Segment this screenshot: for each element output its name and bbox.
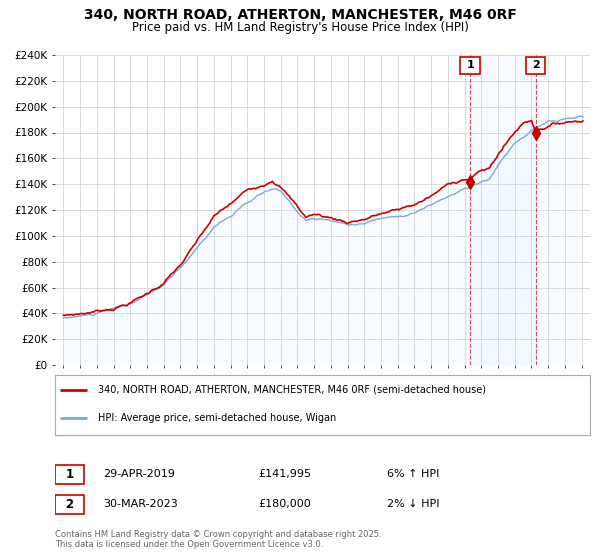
Text: 6% ↑ HPI: 6% ↑ HPI xyxy=(387,469,439,479)
Bar xyxy=(470,55,536,365)
Text: 30-MAR-2023: 30-MAR-2023 xyxy=(103,499,178,509)
Text: £180,000: £180,000 xyxy=(259,499,311,509)
Text: HPI: Average price, semi-detached house, Wigan: HPI: Average price, semi-detached house,… xyxy=(98,413,336,423)
Text: 29-APR-2019: 29-APR-2019 xyxy=(103,469,175,479)
Text: Contains HM Land Registry data © Crown copyright and database right 2025.
This d: Contains HM Land Registry data © Crown c… xyxy=(55,530,382,549)
Text: 2: 2 xyxy=(532,60,539,70)
FancyBboxPatch shape xyxy=(55,494,85,514)
Text: 340, NORTH ROAD, ATHERTON, MANCHESTER, M46 0RF: 340, NORTH ROAD, ATHERTON, MANCHESTER, M… xyxy=(83,8,517,22)
Text: 2: 2 xyxy=(65,497,74,511)
FancyBboxPatch shape xyxy=(526,57,545,73)
Text: £141,995: £141,995 xyxy=(259,469,311,479)
FancyBboxPatch shape xyxy=(460,57,480,73)
Text: 1: 1 xyxy=(466,60,474,70)
Text: Price paid vs. HM Land Registry's House Price Index (HPI): Price paid vs. HM Land Registry's House … xyxy=(131,21,469,34)
Text: 1: 1 xyxy=(65,468,74,480)
FancyBboxPatch shape xyxy=(55,465,85,484)
Text: 2% ↓ HPI: 2% ↓ HPI xyxy=(387,499,439,509)
Text: 340, NORTH ROAD, ATHERTON, MANCHESTER, M46 0RF (semi-detached house): 340, NORTH ROAD, ATHERTON, MANCHESTER, M… xyxy=(98,385,486,395)
